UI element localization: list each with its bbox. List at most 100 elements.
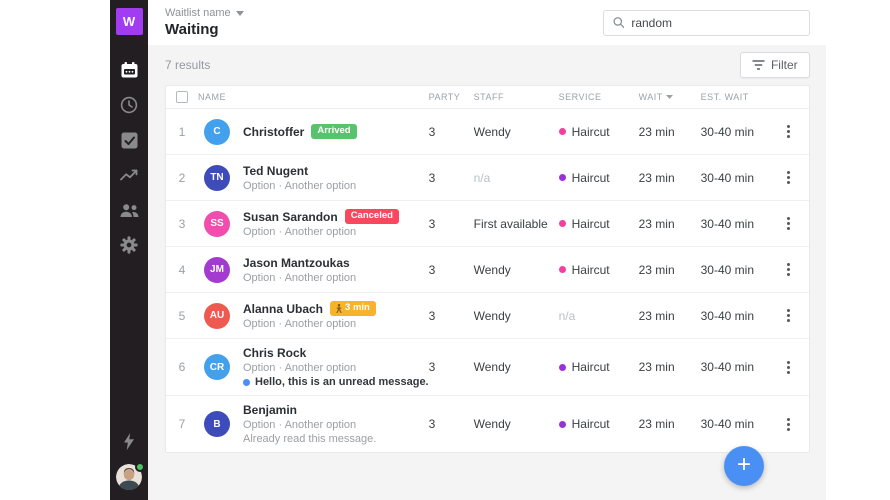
results-toolbar: 7 results Filter — [165, 45, 810, 85]
avatar: JM — [204, 256, 230, 283]
check-square-icon — [121, 132, 137, 148]
canceled-badge: Canceled — [344, 209, 399, 224]
sidebar-item-history[interactable] — [118, 94, 140, 116]
wait-cell: 23 min — [638, 308, 675, 323]
service-cell: Haircut — [558, 263, 639, 277]
clock-icon — [120, 96, 138, 114]
est-wait-cell: 30-40 min — [700, 262, 754, 277]
page-title: Waiting — [165, 21, 219, 38]
gear-icon — [120, 236, 138, 254]
app-logo-letter: W — [122, 14, 136, 29]
guest-name: Benjamin — [243, 403, 298, 417]
service-dot — [558, 266, 566, 273]
lightning-icon — [124, 432, 134, 450]
wait-cell: 23 min — [638, 216, 675, 231]
wait-cell: 23 min — [638, 417, 675, 431]
guest-options: Option · Another option — [243, 225, 357, 238]
row-actions-menu[interactable] — [783, 167, 794, 188]
walking-icon — [336, 304, 342, 313]
service-dot — [558, 128, 566, 135]
party-size: 3 — [428, 417, 436, 431]
party-size: 3 — [428, 262, 436, 277]
est-wait-cell: 30-40 min — [700, 308, 754, 323]
wait-cell: 23 min — [638, 124, 675, 139]
app-logo[interactable]: W — [115, 8, 143, 35]
party-size: 3 — [428, 308, 436, 323]
row-actions-menu[interactable] — [783, 305, 794, 326]
content-area: 7 results Filter NAME — [148, 45, 826, 500]
filter-button[interactable]: Filter — [739, 52, 810, 78]
avatar: TN — [204, 164, 230, 191]
sidebar-item-flash[interactable] — [118, 430, 140, 452]
guest-name: Susan Sarandon — [243, 209, 338, 224]
column-header-staff[interactable]: STAFF — [473, 92, 504, 102]
users-icon — [120, 203, 138, 217]
sidebar-item-tasks[interactable] — [118, 129, 140, 151]
unread-message: Hello, this is an unread message. — [243, 376, 429, 388]
arrived-badge: Arrived — [311, 124, 357, 139]
sidebar-bottom — [116, 430, 145, 490]
column-header-est-wait[interactable]: EST. WAIT — [700, 92, 749, 102]
staff-cell: Wendy — [473, 360, 511, 374]
staff-cell: Wendy — [473, 417, 511, 431]
chevron-down-icon — [235, 10, 244, 16]
add-guest-button[interactable]: + — [724, 446, 764, 486]
row-index: 6 — [178, 360, 186, 374]
guest-options: Option · Another option — [243, 362, 357, 374]
row-index: 3 — [178, 216, 186, 231]
est-wait-cell: 30-40 min — [700, 360, 754, 374]
filter-button-label: Filter — [770, 58, 798, 72]
waitlist-selector-label: Waitlist name — [165, 7, 231, 19]
row-actions-menu[interactable] — [783, 357, 794, 378]
row-actions-menu[interactable] — [783, 259, 794, 280]
table-row[interactable]: 4 JM Jason Mantzoukas Option · Another o… — [166, 247, 809, 293]
main-area: Waitlist name Waiting — [148, 0, 826, 500]
waitlist-table: NAME PARTY STAFF SERVICE WAIT EST. WAIT — [165, 85, 810, 453]
select-all-checkbox[interactable] — [176, 91, 188, 103]
search-input[interactable] — [631, 15, 800, 30]
online-status-dot — [135, 462, 145, 472]
row-index: 1 — [178, 124, 186, 139]
table-row[interactable]: 5 AU Alanna Ubach — [166, 293, 809, 339]
row-actions-menu[interactable] — [783, 121, 794, 142]
staff-cell: Wendy — [473, 262, 511, 277]
est-wait-cell: 30-40 min — [700, 216, 754, 231]
column-header-service[interactable]: SERVICE — [558, 92, 602, 102]
sidebar-item-settings[interactable] — [118, 234, 140, 256]
read-message: Already read this message. — [243, 433, 377, 445]
column-header-party[interactable]: PARTY — [428, 92, 461, 102]
avatar: C — [204, 118, 230, 145]
row-actions-menu[interactable] — [783, 213, 794, 234]
column-header-name[interactable]: NAME — [198, 92, 227, 102]
guest-options: Option · Another option — [243, 179, 357, 192]
wait-cell: 23 min — [638, 360, 675, 374]
avatar: AU — [204, 302, 230, 329]
table-row[interactable]: 7 B Benjamin Option · Another option Alr… — [166, 396, 809, 452]
sidebar-item-customers[interactable] — [118, 199, 140, 221]
est-wait-cell: 30-40 min — [700, 417, 754, 431]
column-header-wait[interactable]: WAIT — [639, 92, 701, 102]
search-box — [602, 9, 810, 36]
service-cell: Haircut — [558, 171, 639, 185]
avatar: B — [204, 411, 230, 437]
service-dot — [558, 220, 566, 227]
service-dot — [558, 420, 566, 428]
service-cell: Haircut — [558, 217, 639, 231]
table-row[interactable]: 3 SS Susan Sarandon Canceled Option · An… — [166, 201, 809, 247]
title-block: Waitlist name Waiting — [165, 7, 244, 38]
sidebar-item-waitlist[interactable] — [118, 59, 140, 81]
user-avatar[interactable] — [116, 462, 145, 490]
table-row[interactable]: 1 C Christoffer Arrived 3 Wendy — [166, 109, 809, 155]
staff-cell: n/a — [473, 170, 491, 185]
sidebar-item-trends[interactable] — [118, 164, 140, 186]
table-row[interactable]: 2 TN Ted Nugent Option · Another option … — [166, 155, 809, 201]
table-row[interactable]: 6 CR Chris Rock Option · Another option … — [166, 339, 809, 396]
row-index: 4 — [178, 262, 186, 277]
sidebar: W — [110, 0, 148, 500]
row-index: 7 — [178, 417, 186, 431]
waitlist-selector[interactable]: Waitlist name — [165, 7, 244, 19]
table-header: NAME PARTY STAFF SERVICE WAIT EST. WAIT — [166, 86, 809, 109]
service-dot — [558, 174, 566, 181]
row-actions-menu[interactable] — [783, 414, 794, 435]
